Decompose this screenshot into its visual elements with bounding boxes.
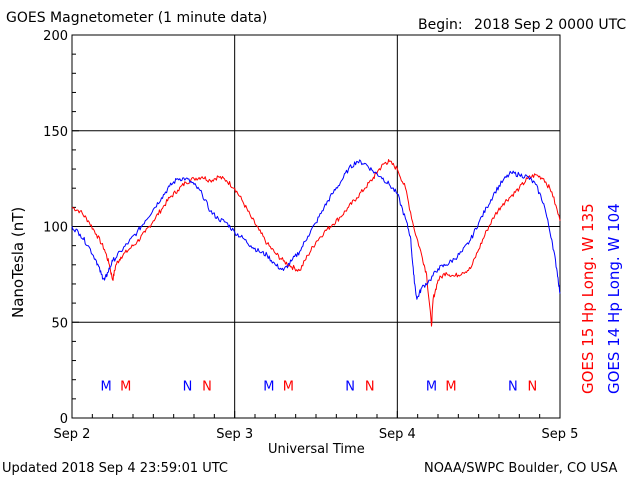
y-tick-label: 0 bbox=[60, 412, 68, 427]
local-time-marker: N bbox=[202, 379, 212, 394]
local-time-marker: N bbox=[527, 379, 537, 394]
x-axis-label: Universal Time bbox=[268, 442, 365, 457]
begin-value: 2018 Sep 2 0000 UTC bbox=[474, 17, 627, 33]
local-time-marker: N bbox=[183, 379, 193, 394]
local-time-marker: M bbox=[283, 379, 294, 394]
local-time-marker: M bbox=[426, 379, 437, 394]
y-tick-label: 100 bbox=[43, 221, 68, 236]
x-tick-label: Sep 2 bbox=[54, 427, 91, 442]
chart-title: GOES Magnetometer (1 minute data) bbox=[6, 10, 268, 26]
local-time-marker: N bbox=[345, 379, 355, 394]
y-tick-label: 50 bbox=[51, 316, 68, 331]
local-time-marker: M bbox=[263, 379, 274, 394]
updated-timestamp: Updated 2018 Sep 4 23:59:01 UTC bbox=[2, 461, 229, 476]
series-goes14-line bbox=[71, 159, 561, 300]
y-tick-label: 200 bbox=[43, 29, 68, 44]
local-time-marker: M bbox=[101, 379, 112, 394]
y-tick-label: 150 bbox=[43, 125, 68, 140]
x-tick-label: Sep 3 bbox=[216, 427, 253, 442]
x-tick-label: Sep 5 bbox=[542, 427, 579, 442]
local-time-marker: M bbox=[445, 379, 456, 394]
begin-label: Begin: bbox=[418, 17, 463, 33]
x-tick-label: Sep 4 bbox=[379, 427, 416, 442]
local-time-marker: M bbox=[120, 379, 131, 394]
local-time-marker: N bbox=[365, 379, 375, 394]
credit-text: NOAA/SWPC Boulder, CO USA bbox=[424, 461, 618, 476]
series-goes15-line bbox=[71, 159, 561, 327]
local-time-marker: N bbox=[508, 379, 518, 394]
